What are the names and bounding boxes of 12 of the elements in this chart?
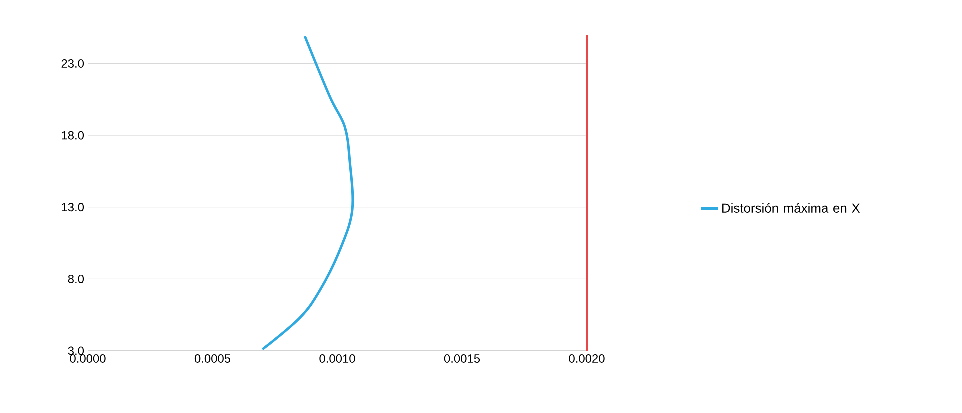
x-tick-label: 0.0005 (194, 354, 231, 363)
x-tick-label: 0.0020 (569, 354, 605, 363)
x-tick-label: 0.0010 (320, 354, 356, 363)
x-tick-label: 0.0000 (70, 354, 106, 363)
y-tick-label: 23.0 (62, 59, 84, 68)
line-series (261, 35, 354, 351)
y-tick-label: 3.0 (68, 346, 84, 356)
x-tick-label: 0.0015 (444, 354, 480, 363)
y-tick-label: 8.0 (68, 274, 84, 284)
y-tick-label: 13.0 (62, 203, 84, 212)
y-tick-label: 18.0 (62, 131, 84, 140)
legend-label: Distorsión máxima en X (722, 203, 860, 213)
